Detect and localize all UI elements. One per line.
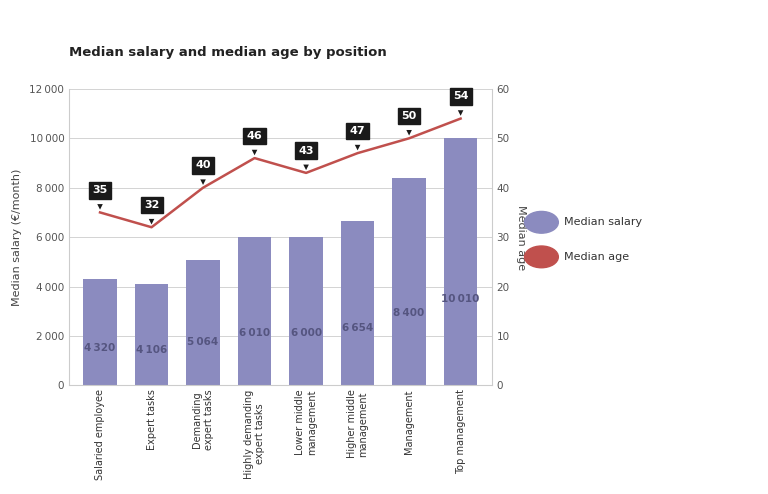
- Bar: [135, 284, 168, 385]
- Bar: [83, 279, 117, 385]
- Text: Median salary and median age by position: Median salary and median age by position: [69, 46, 387, 59]
- Text: Median salary: Median salary: [564, 217, 643, 227]
- Text: 46: 46: [247, 131, 263, 155]
- Text: 50: 50: [402, 111, 417, 135]
- Text: 35: 35: [92, 185, 108, 209]
- Bar: [444, 138, 478, 385]
- Bar: [238, 237, 271, 385]
- Text: 4 320: 4 320: [84, 343, 116, 353]
- Text: 43: 43: [298, 146, 314, 170]
- Text: 6 010: 6 010: [239, 329, 270, 338]
- Bar: [290, 237, 323, 385]
- Text: 47: 47: [349, 126, 366, 150]
- Text: 32: 32: [144, 200, 159, 224]
- Text: 6 000: 6 000: [290, 329, 322, 338]
- Text: 8 400: 8 400: [393, 308, 425, 318]
- Text: 6 654: 6 654: [342, 323, 373, 333]
- Text: 10 010: 10 010: [442, 294, 480, 304]
- Text: 40: 40: [195, 161, 210, 185]
- Text: 54: 54: [453, 91, 468, 116]
- Y-axis label: Median age: Median age: [516, 205, 526, 270]
- Bar: [392, 178, 425, 385]
- Text: 4 106: 4 106: [136, 345, 167, 355]
- Bar: [341, 221, 374, 385]
- Y-axis label: Median salary (€/month): Median salary (€/month): [12, 168, 22, 306]
- Text: Median age: Median age: [564, 252, 630, 262]
- Text: 5 064: 5 064: [187, 336, 219, 347]
- Bar: [187, 260, 220, 385]
